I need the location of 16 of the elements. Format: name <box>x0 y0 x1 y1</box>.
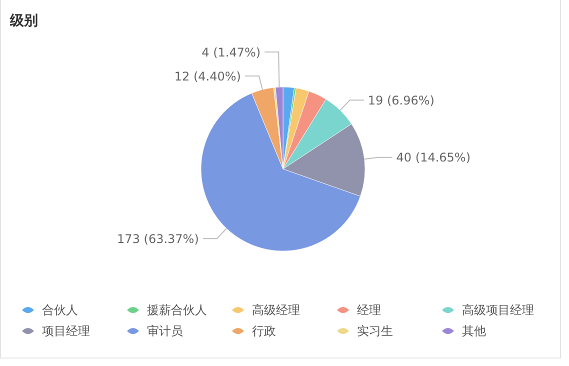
chart-title: 级别 <box>9 13 38 29</box>
legend-label: 高级经理 <box>252 303 300 318</box>
legend-label: 高级项目经理 <box>462 303 534 318</box>
data-label: 12 (4.40%) <box>174 69 241 84</box>
data-label: 4 (1.47%) <box>202 45 261 60</box>
data-label: 173 (63.37%) <box>117 232 199 246</box>
legend-label: 其他 <box>462 324 486 338</box>
legend-label: 合伙人 <box>42 303 78 318</box>
legend-label: 行政 <box>252 324 276 338</box>
legend-label: 审计员 <box>147 324 183 338</box>
legend-label: 项目经理 <box>42 324 90 338</box>
legend-label: 援薪合伙人 <box>147 303 207 318</box>
legend-label: 经理 <box>357 303 381 318</box>
data-label: 40 (14.65%) <box>396 150 471 165</box>
legend-label: 实习生 <box>357 324 393 338</box>
data-label: 19 (6.96%) <box>368 93 434 108</box>
